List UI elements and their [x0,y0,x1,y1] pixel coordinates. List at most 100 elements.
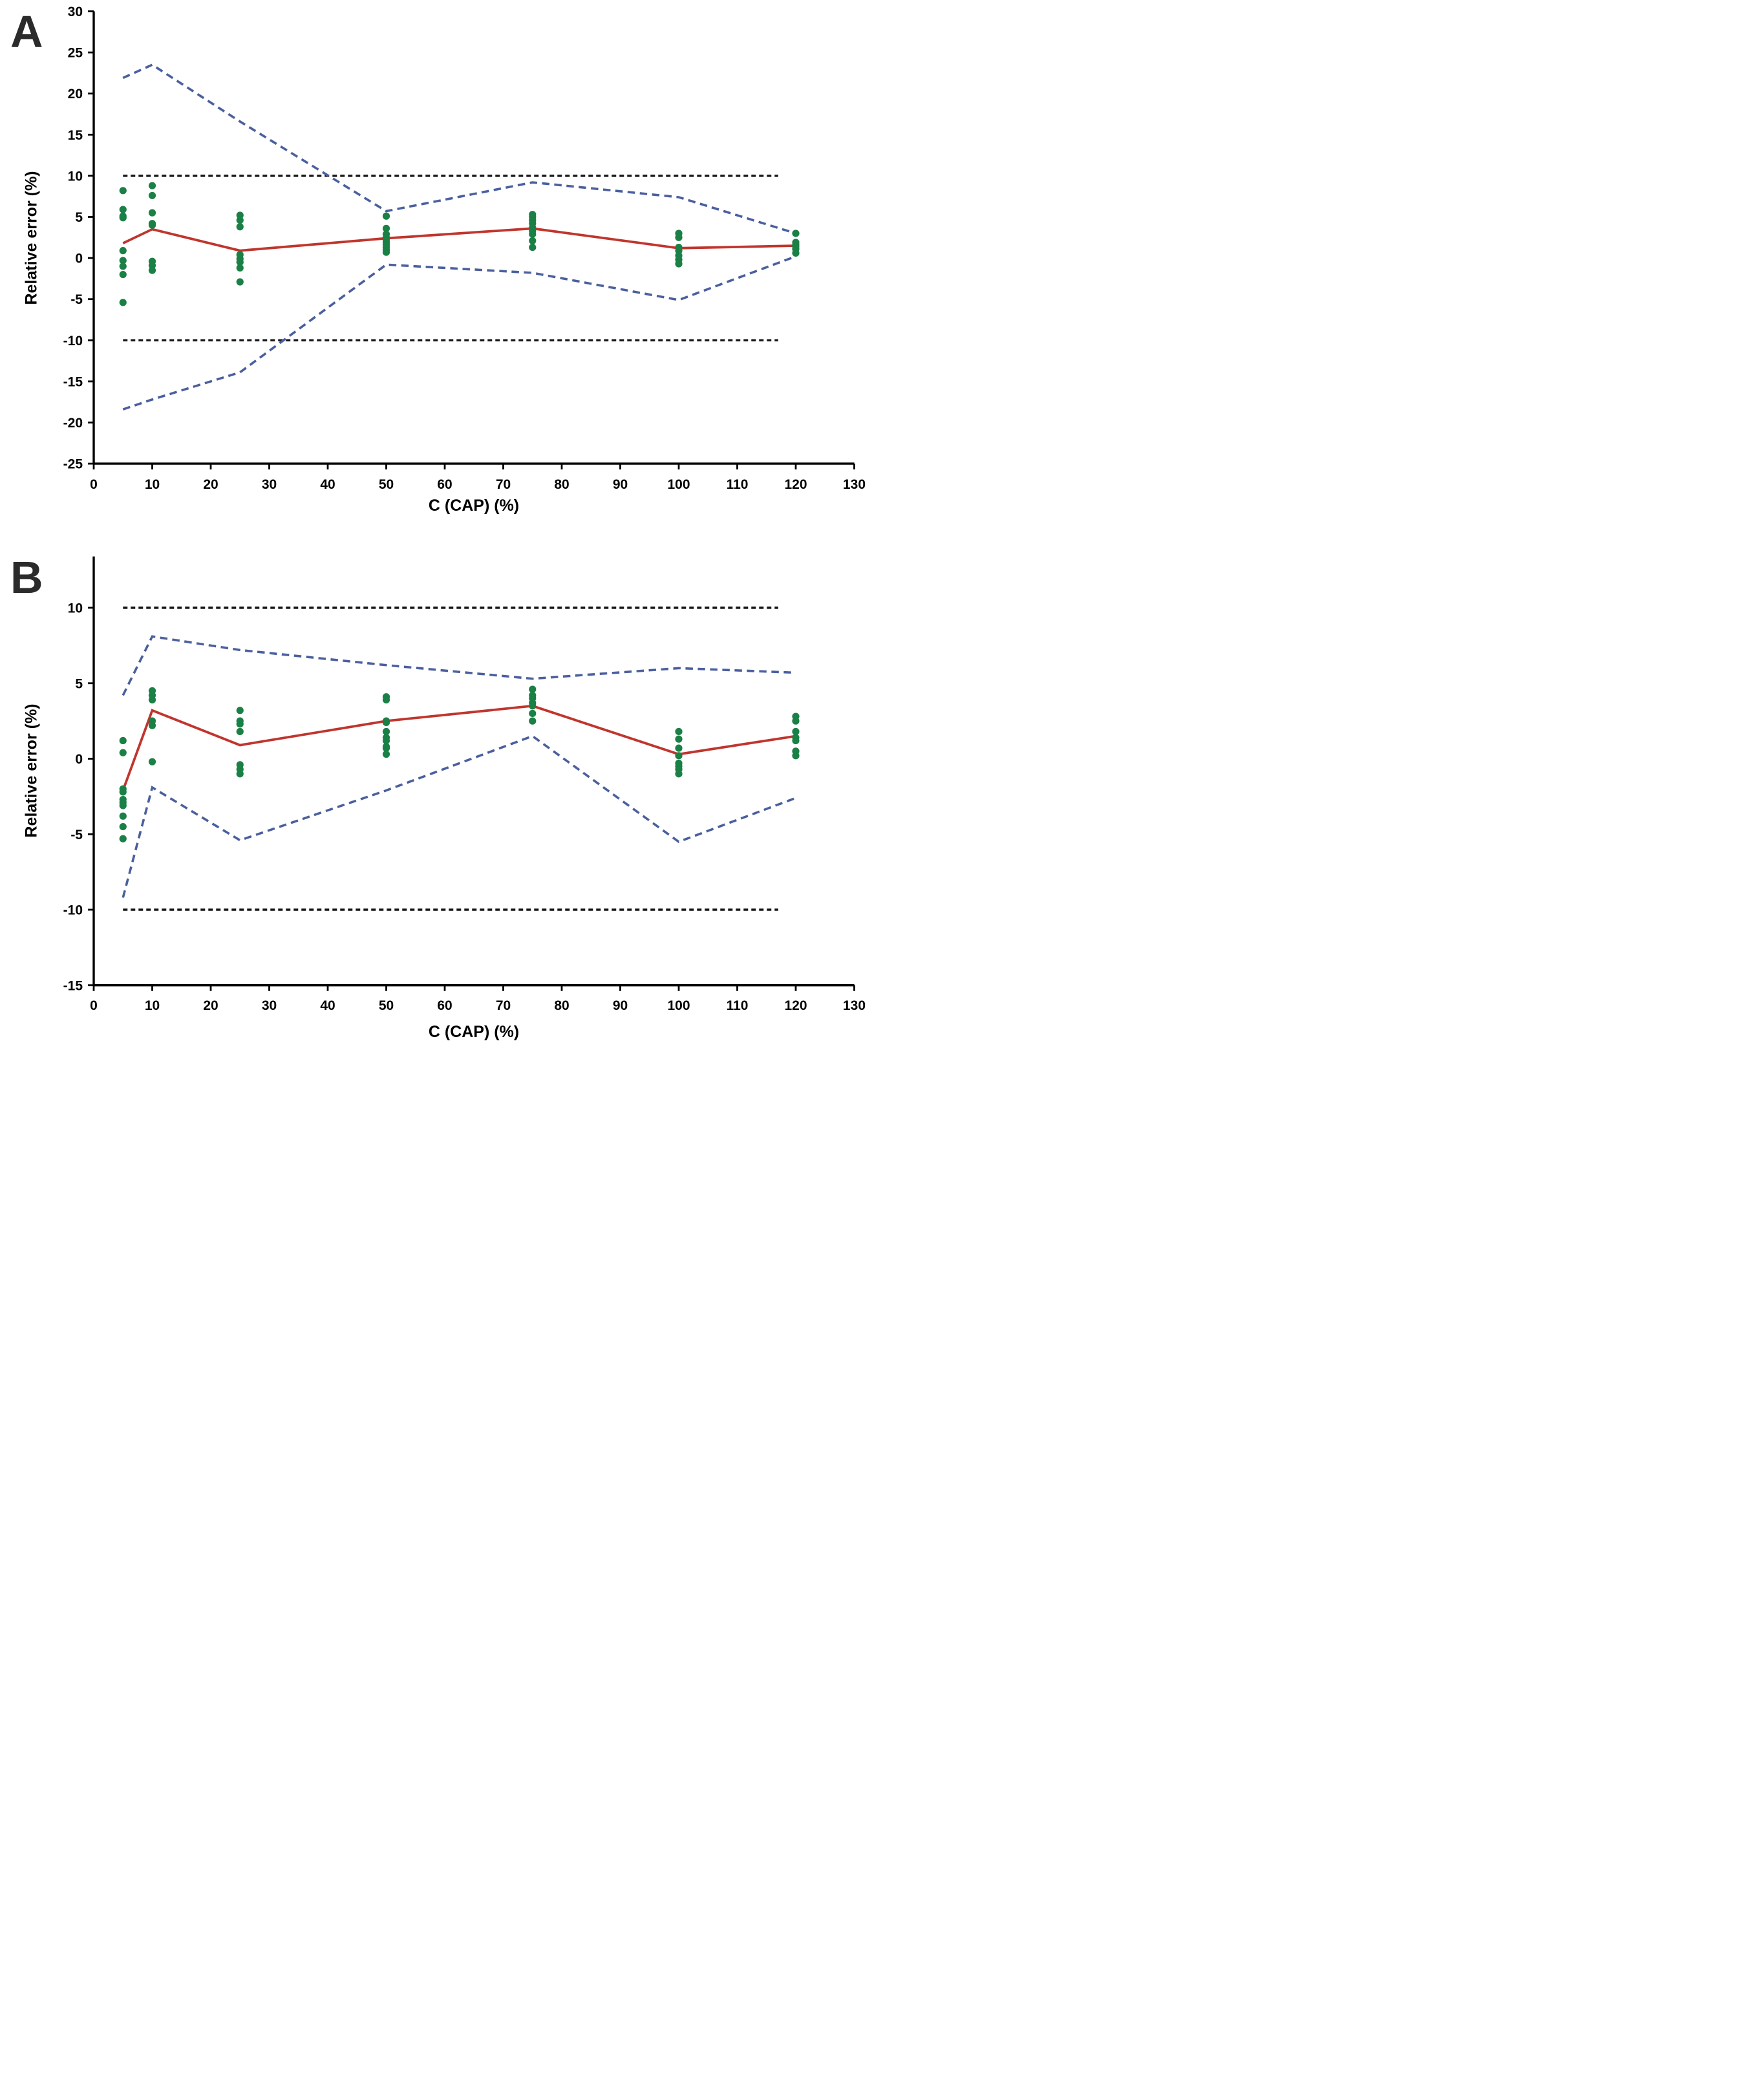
data-point [236,258,244,266]
data-point [382,750,390,758]
x-tick-label: 80 [554,998,569,1013]
data-point [529,237,537,244]
data-point [236,720,244,728]
y-tick-label: -10 [63,334,83,348]
data-point [119,257,127,264]
x-axis: 0 10 20 30 40 50 60 70 80 90 100 110 120 130 [90,462,866,492]
y-tick-label: 0 [75,752,83,767]
x-tick-label: 60 [437,477,452,492]
y-axis: 10 5 0 -5 -10 -15 [63,556,95,993]
x-tick-label: 110 [727,998,749,1013]
data-point [792,727,800,736]
x-tick-label: 90 [613,998,628,1013]
data-point [236,264,244,272]
y-tick-label: -20 [63,416,83,431]
data-point [675,735,683,743]
data-point [119,788,127,796]
x-axis-title-a: C (CAP) (%) [428,497,520,515]
data-point [119,187,127,195]
y-tick-label: -5 [70,292,83,307]
data-point [675,260,683,268]
data-point [119,749,127,756]
x-tick-label: 20 [203,477,218,492]
data-point [675,770,683,778]
data-point [119,262,127,270]
data-point [529,243,537,252]
data-point [119,299,127,306]
panel-a: 30 25 20 15 10 5 0 -5 -10 -15 -20 -25 0 10 20 30 40 50 60 7… [0,0,878,524]
y-tick-label: -25 [63,457,83,472]
data-point [382,212,390,220]
y-tick-label: 10 [68,169,83,184]
series-mean-relative-error [122,227,796,252]
x-tick-label: 0 [90,998,98,1013]
y-tick-label: -15 [63,374,83,389]
data-point [148,266,156,274]
data-point [382,727,390,736]
y-axis: 30 25 20 15 10 5 0 -5 -10 -15 -20 -25 [63,5,95,472]
data-point [675,744,683,752]
data-point [236,770,244,778]
data-point [148,758,156,766]
data-point [792,249,800,257]
x-tick-label: 40 [320,477,335,492]
y-tick-label: 0 [75,252,83,266]
data-point [382,224,390,232]
data-point [382,248,390,256]
y-tick-label: -15 [63,978,83,993]
data-point [119,812,127,820]
data-point [148,696,156,704]
data-point [382,696,390,704]
x-tick-label: 80 [554,477,569,492]
y-tick-label: 30 [68,5,83,19]
x-tick-label: 110 [727,477,749,492]
y-axis-title-a: Relative error (%) [22,171,41,305]
x-tick-label: 0 [90,477,98,492]
panel-label-b: B [10,552,43,603]
data-point [119,835,127,842]
y-tick-label: 25 [68,46,83,61]
data-point [148,221,156,229]
data-point [792,230,800,237]
data-point [236,223,244,231]
series-lower-tolerance-bound [122,734,796,898]
x-tick-label: 10 [145,998,160,1013]
data-point [382,736,390,745]
x-tick-label: 20 [203,998,218,1013]
data-point [236,707,244,714]
panel-b: 10 5 0 -5 -10 -15 0 10 20 30 40 50 60 70 80 90 100 110 120… [0,524,878,1050]
x-tick-label: 70 [496,477,511,492]
data-point [119,822,127,831]
data-point [148,209,156,217]
x-tick-label: 60 [437,998,452,1013]
x-tick-label: 120 [784,477,807,492]
y-tick-label: 10 [68,601,83,616]
data-point [119,247,127,255]
y-tick-label: 5 [75,210,83,225]
x-tick-label: 50 [379,477,394,492]
data-point [236,216,244,224]
x-tick-label: 30 [262,998,277,1013]
data-point [792,717,800,725]
series-upper-tolerance-bound [122,63,796,235]
series-mean-relative-error [122,704,796,791]
x-tick-label: 100 [667,998,690,1013]
y-tick-label: 5 [75,676,83,691]
data-point [382,744,390,752]
x-axis-title-b: C (CAP) (%) [428,1023,520,1041]
y-axis-title-b: Relative error (%) [22,703,41,838]
x-tick-label: 10 [145,477,160,492]
panel-label-a: A [10,6,43,57]
data-point [148,182,156,189]
scatter-individual-relative-errors [119,182,800,306]
data-point [119,736,127,745]
data-point [675,727,683,736]
y-tick-label: 15 [68,128,83,143]
x-tick-label: 130 [843,477,866,492]
data-point [529,685,537,693]
x-tick-label: 130 [843,998,866,1013]
data-point [792,752,800,760]
x-tick-label: 70 [496,998,511,1013]
figure-page: 30 25 20 15 10 5 0 -5 -10 -15 -20 -25 0 10 20 30 40 50 60 7… [0,0,878,1050]
